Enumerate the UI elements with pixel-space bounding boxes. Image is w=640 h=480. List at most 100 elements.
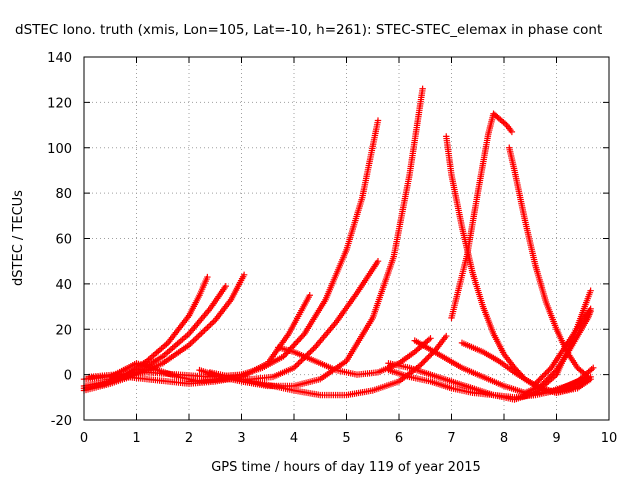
y-tick-label: 140 [47, 51, 72, 66]
data-point-marker [374, 257, 382, 265]
data-point-marker [292, 339, 300, 347]
data-point-marker [299, 332, 307, 339]
data-point-marker [545, 367, 552, 374]
data-point-marker [196, 331, 204, 339]
x-tick-label: 3 [237, 431, 245, 446]
y-tick-label: 100 [47, 142, 72, 157]
tick-labels: 0 1 2 3 4 5 6 7 8 9 10 -20 0 20 40 60 80 100 120 140 [47, 51, 617, 446]
data-point-marker [537, 382, 544, 390]
data-point-marker [419, 85, 426, 92]
data-point-marker [551, 368, 559, 375]
data-point-marker [535, 377, 542, 385]
data-point-marker [295, 336, 303, 344]
data-point-marker [590, 364, 597, 372]
x-tick-label: 0 [80, 431, 88, 446]
x-tick-label: 9 [552, 431, 560, 446]
data-point-marker [297, 335, 304, 342]
x-tick-label: 4 [290, 431, 298, 446]
data-point-marker [292, 363, 299, 370]
data-point-marker [540, 379, 547, 387]
x-tick-label: 10 [601, 431, 618, 446]
data-point-marker [533, 379, 541, 386]
data-point-marker [583, 372, 590, 379]
data-point-marker [298, 333, 305, 341]
data-point-marker [204, 273, 211, 281]
data-point-marker [202, 325, 210, 333]
series-arc-15 [458, 339, 594, 396]
data-point-marker [416, 362, 424, 369]
data-point-marker [280, 353, 287, 360]
data-point-marker [418, 360, 425, 368]
y-tick-label: 0 [64, 369, 72, 384]
data-point-marker [549, 371, 556, 378]
data-point-marker [291, 341, 298, 348]
data-point-marker [532, 380, 539, 387]
axis-ticks [83, 56, 610, 421]
x-axis-label: GPS time / hours of day 119 of year 2015 [211, 460, 481, 475]
data-point-marker [204, 324, 211, 331]
data-point-marker [543, 368, 551, 376]
data-point-marker [290, 364, 298, 372]
data-point-marker [536, 376, 543, 383]
data-point-marker [310, 345, 317, 353]
data-point-marker [584, 373, 592, 381]
data-point-marker [422, 356, 429, 363]
data-point-marker [374, 117, 382, 124]
data-point-marker [550, 369, 557, 377]
y-tick-label: 80 [55, 187, 72, 202]
data-point-marker [542, 370, 549, 377]
data-point-marker [191, 336, 199, 343]
x-tick-label: 5 [342, 431, 350, 446]
data-point-marker [426, 352, 434, 359]
data-point-marker [421, 358, 428, 365]
y-tick-label: 60 [55, 233, 72, 248]
data-point-marker [195, 333, 202, 340]
data-point-marker [546, 374, 553, 381]
y-tick-label: 20 [55, 323, 72, 338]
data-point-marker [201, 327, 208, 334]
data-point-marker [295, 360, 302, 367]
chart-title: dSTEC Iono. truth (xmis, Lon=105, Lat=-1… [15, 22, 602, 38]
y-tick-label: 120 [47, 96, 72, 111]
data-point-marker [544, 375, 552, 382]
data-point-marker [306, 292, 313, 299]
data-point-marker [193, 334, 200, 341]
grid-lines [84, 57, 609, 420]
y-tick-label: 40 [55, 278, 72, 293]
data-point-marker [281, 351, 289, 359]
data-point-marker [508, 128, 516, 136]
data-point-marker [296, 358, 304, 366]
series-arc-16 [448, 110, 516, 322]
data-point-marker [205, 322, 213, 330]
data-point-marker [307, 348, 314, 355]
series-arc-12 [411, 337, 592, 396]
data-point-marker [587, 305, 594, 313]
x-tick-label: 1 [132, 431, 140, 446]
data-point-marker [540, 371, 548, 379]
data-point-marker [546, 366, 554, 373]
data-point-marker [208, 319, 216, 327]
data-point-marker [188, 338, 196, 346]
data-point-marker [538, 374, 545, 382]
data-point-marker [293, 361, 301, 369]
data-point-marker [541, 378, 549, 385]
y-tick-label: -20 [51, 414, 72, 429]
data-point-marker [294, 338, 301, 345]
x-tick-label: 2 [185, 431, 193, 446]
data-point-marker [419, 359, 427, 366]
data-point-marker [427, 335, 434, 342]
series-arc-07 [196, 85, 426, 390]
data-point-marker [240, 271, 248, 278]
data-point-marker [222, 282, 229, 290]
data-point-marker [539, 373, 546, 380]
data-point-marker [423, 355, 431, 362]
data-point-marker [538, 381, 546, 388]
series-arc-19 [532, 305, 594, 387]
x-tick-label: 6 [395, 431, 403, 446]
x-tick-label: 7 [447, 431, 455, 446]
x-tick-label: 8 [500, 431, 508, 446]
data-series [80, 85, 597, 403]
data-point-marker [543, 376, 550, 384]
series-arc-09 [206, 332, 450, 399]
